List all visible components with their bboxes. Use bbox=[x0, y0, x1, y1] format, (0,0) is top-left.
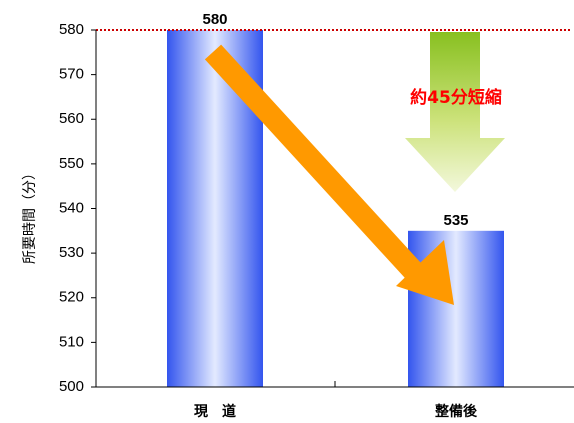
bar-2 bbox=[408, 230, 504, 387]
y-tick-label: 520 bbox=[59, 289, 84, 306]
category-label-2: 整備後 bbox=[434, 403, 478, 420]
category-label-1: 現 道 bbox=[194, 403, 236, 420]
y-tick-label: 500 bbox=[59, 378, 84, 395]
y-tick-label: 510 bbox=[59, 333, 84, 350]
data-label-1: 580 bbox=[202, 11, 227, 28]
y-tick-label: 530 bbox=[59, 244, 84, 261]
y-axis-title: 所要時間（分） bbox=[22, 166, 38, 264]
reduction-arrow-icon bbox=[405, 32, 505, 192]
y-tick-label: 580 bbox=[59, 21, 84, 38]
y-tick-label: 560 bbox=[59, 110, 84, 127]
reduction-annotation: 約45分短縮 bbox=[410, 87, 502, 108]
y-tick-label: 570 bbox=[59, 66, 84, 83]
decrease-arrow-shaft bbox=[204, 44, 427, 284]
decrease-arrow-icon bbox=[396, 240, 454, 305]
y-tick-label: 540 bbox=[59, 199, 84, 216]
data-label-2: 535 bbox=[443, 212, 468, 229]
y-tick-label: 550 bbox=[59, 155, 84, 172]
